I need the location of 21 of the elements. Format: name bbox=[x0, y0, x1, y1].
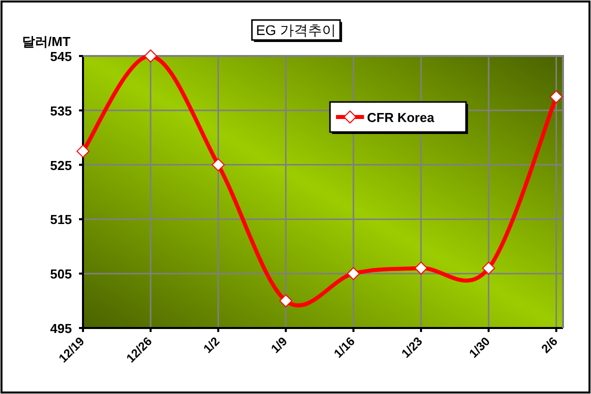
y-tick-label: 495 bbox=[50, 321, 72, 336]
point bbox=[76, 144, 90, 158]
point bbox=[550, 90, 563, 104]
legend: CFR Korea bbox=[329, 101, 468, 134]
y-axis-title: 달러/MT bbox=[22, 34, 70, 49]
point bbox=[279, 294, 292, 308]
x-tick-label: 1/9 bbox=[268, 334, 290, 356]
x-tick-label: 2/6 bbox=[538, 334, 561, 356]
y-tick-label: 535 bbox=[50, 103, 72, 118]
y-tick-label: 505 bbox=[50, 266, 72, 282]
point bbox=[212, 158, 225, 172]
chart-title: EG 가격추이 bbox=[256, 22, 336, 38]
y-tick-label: 525 bbox=[50, 158, 72, 173]
y-tick-label: 515 bbox=[50, 212, 72, 228]
x-tick-label: 1/2 bbox=[200, 334, 223, 356]
legend-label: CFR Korea bbox=[367, 110, 435, 125]
y-tick-label: 545 bbox=[50, 49, 72, 64]
point bbox=[346, 267, 360, 280]
point bbox=[144, 50, 158, 62]
point bbox=[482, 262, 496, 275]
point bbox=[414, 262, 428, 275]
